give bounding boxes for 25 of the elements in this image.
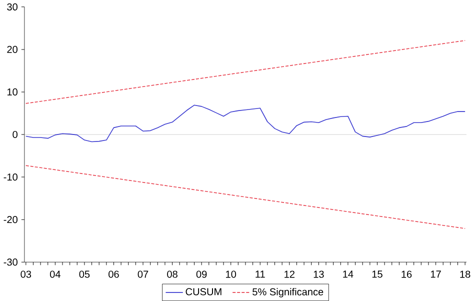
x-tick-label: 13 — [314, 270, 324, 278]
x-tick-label: 06 — [108, 270, 119, 278]
y-tick-label: 10 — [7, 88, 18, 96]
x-tick-label: 18 — [460, 270, 470, 278]
x-tick-label: 15 — [372, 270, 382, 278]
y-tick-label: 20 — [7, 46, 18, 53]
x-tick-label: 03 — [20, 270, 32, 278]
y-tick-label: 30 — [7, 3, 18, 10]
x-tick-label: 16 — [402, 270, 412, 278]
x-tick-label: 17 — [430, 270, 441, 278]
legend-label: 5% Significance — [252, 288, 324, 298]
y-tick-label: 0 — [12, 130, 18, 138]
x-tick-label: 07 — [138, 270, 148, 278]
x-tick-label: 11 — [256, 270, 265, 278]
x-tick-label: 10 — [226, 270, 236, 278]
x-tick-label: 09 — [196, 270, 207, 278]
y-tick-label: -30 — [4, 258, 18, 266]
legend-label: CUSUM — [186, 288, 222, 296]
x-tick-label: 04 — [50, 270, 60, 278]
y-tick-label: -20 — [4, 216, 18, 224]
y-tick-label: -10 — [4, 173, 18, 181]
x-tick-label: 14 — [343, 270, 354, 278]
x-tick-label: 08 — [167, 270, 178, 278]
x-tick-label: 05 — [79, 270, 90, 278]
x-tick-label: 12 — [284, 270, 294, 278]
